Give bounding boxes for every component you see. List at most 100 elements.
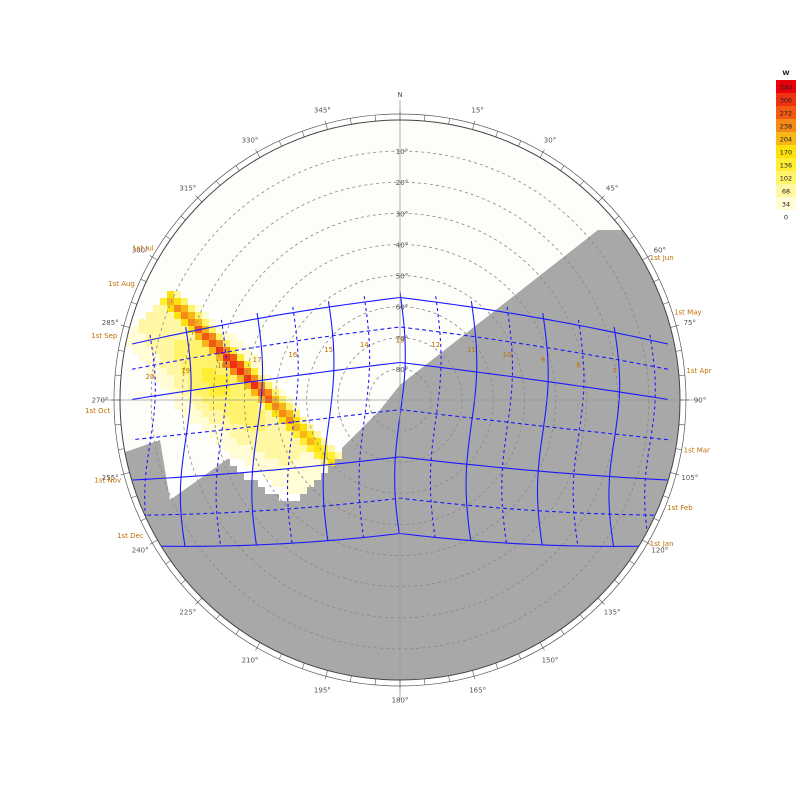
- heatmap-cell: [188, 403, 195, 410]
- heatmap-cell: [195, 382, 202, 389]
- heatmap-cell: [167, 382, 174, 389]
- heatmap-cell: [237, 340, 244, 347]
- heatmap-cell: [244, 368, 251, 375]
- heatmap-cell: [286, 452, 293, 459]
- heatmap-cell: [209, 361, 216, 368]
- legend-value: 0: [784, 214, 788, 222]
- azimuth-ticks: [111, 111, 689, 689]
- heatmap-cell: [272, 487, 279, 494]
- heatmap-cell: [181, 333, 188, 340]
- heatmap-cell: [314, 438, 321, 445]
- heatmap-cell: [209, 403, 216, 410]
- heatmap-cell: [307, 452, 314, 459]
- azimuth-tick: [629, 235, 635, 240]
- azimuth-label: 90°: [694, 397, 706, 405]
- heatmap-cell: [293, 494, 300, 501]
- heatmap-cell: [188, 305, 195, 312]
- azimuth-label: 285°: [102, 319, 119, 327]
- heatmap-cell: [146, 382, 153, 389]
- heatmap-cell: [160, 326, 167, 333]
- heatmap-cell: [314, 431, 321, 438]
- heatmap-cell: [188, 291, 195, 298]
- heatmap-cell: [160, 361, 167, 368]
- heatmap-cell: [223, 424, 230, 431]
- heatmap-cell: [202, 438, 209, 445]
- heatmap-cell: [265, 382, 272, 389]
- heatmap-cell: [230, 403, 237, 410]
- legend-swatch: [776, 106, 796, 119]
- heatmap-cell: [279, 396, 286, 403]
- heatmap-cell: [146, 319, 153, 326]
- heatmap-cell: [265, 410, 272, 417]
- heatmap-cell: [237, 438, 244, 445]
- heatmap-cell: [286, 438, 293, 445]
- azimuth-tick: [115, 424, 122, 426]
- heatmap-cell: [181, 284, 188, 291]
- heatmap-cell: [216, 417, 223, 424]
- heatmap-cell: [223, 319, 230, 326]
- heatmap-cell: [293, 487, 300, 494]
- sun-path-hour: [536, 313, 549, 545]
- heatmap-cell: [286, 424, 293, 431]
- heatmap-cell: [195, 298, 202, 305]
- hour-label: 20: [146, 373, 155, 381]
- hour-label: 16: [288, 351, 297, 359]
- azimuth-tick: [120, 324, 130, 328]
- heatmap-cell: [307, 431, 314, 438]
- heatmap-cell: [328, 445, 335, 452]
- heatmap-cell: [279, 417, 286, 424]
- heatmap-cell: [153, 326, 160, 333]
- azimuth-label: 30°: [544, 137, 556, 145]
- heatmap-cell: [202, 361, 209, 368]
- heatmap-cell: [216, 389, 223, 396]
- heatmap-cell: [307, 459, 314, 466]
- heatmap-cell: [244, 445, 251, 452]
- heatmap-cell: [153, 312, 160, 319]
- heatmap-cell: [244, 396, 251, 403]
- legend-value: 238: [780, 123, 792, 131]
- azimuth-tick: [118, 448, 125, 450]
- heatmap-cell: [300, 424, 307, 431]
- heatmap-cell: [244, 466, 251, 473]
- heatmap-cell: [272, 473, 279, 480]
- hour-label: 19: [181, 367, 190, 375]
- heatmap-cell: [202, 417, 209, 424]
- heatmap-cell: [209, 438, 216, 445]
- heatmap-cell: [237, 445, 244, 452]
- azimuth-label: 195°: [314, 686, 331, 694]
- heatmap-cell: [265, 417, 272, 424]
- heatmap-cell: [188, 298, 195, 305]
- heatmap-cell: [265, 424, 272, 431]
- azimuth-tick: [374, 678, 376, 685]
- heatmap-cell: [265, 473, 272, 480]
- azimuth-tick: [255, 642, 261, 651]
- heatmap-cell: [258, 382, 265, 389]
- heatmap-cell: [279, 473, 286, 480]
- altitude-ring-label: 70°: [396, 335, 408, 343]
- heatmap-cell: [202, 333, 209, 340]
- heatmap-cell: [195, 354, 202, 361]
- legend-value: 170: [780, 149, 792, 157]
- heatmap-cell: [209, 347, 216, 354]
- heatmap-cell: [258, 410, 265, 417]
- altitude-ring-label: 50°: [396, 273, 408, 281]
- heatmap-cell: [146, 333, 153, 340]
- heatmap-cell: [230, 375, 237, 382]
- month-label-left: 1st Dec: [117, 532, 144, 540]
- heatmap-cell: [237, 389, 244, 396]
- heatmap-cell: [223, 410, 230, 417]
- heatmap-cell: [328, 452, 335, 459]
- azimuth-tick: [675, 448, 682, 450]
- hour-label: 17: [253, 356, 262, 364]
- heatmap-cell: [174, 284, 181, 291]
- heatmap-cell: [202, 319, 209, 326]
- azimuth-tick: [670, 324, 680, 328]
- heatmap-cell: [209, 319, 216, 326]
- heatmap-cell: [153, 333, 160, 340]
- heatmap-cell: [237, 410, 244, 417]
- heatmap-cell: [258, 368, 265, 375]
- heatmap-cell: [181, 326, 188, 333]
- heatmap-cell: [258, 424, 265, 431]
- heatmap-cell: [216, 382, 223, 389]
- heatmap-cell: [174, 396, 181, 403]
